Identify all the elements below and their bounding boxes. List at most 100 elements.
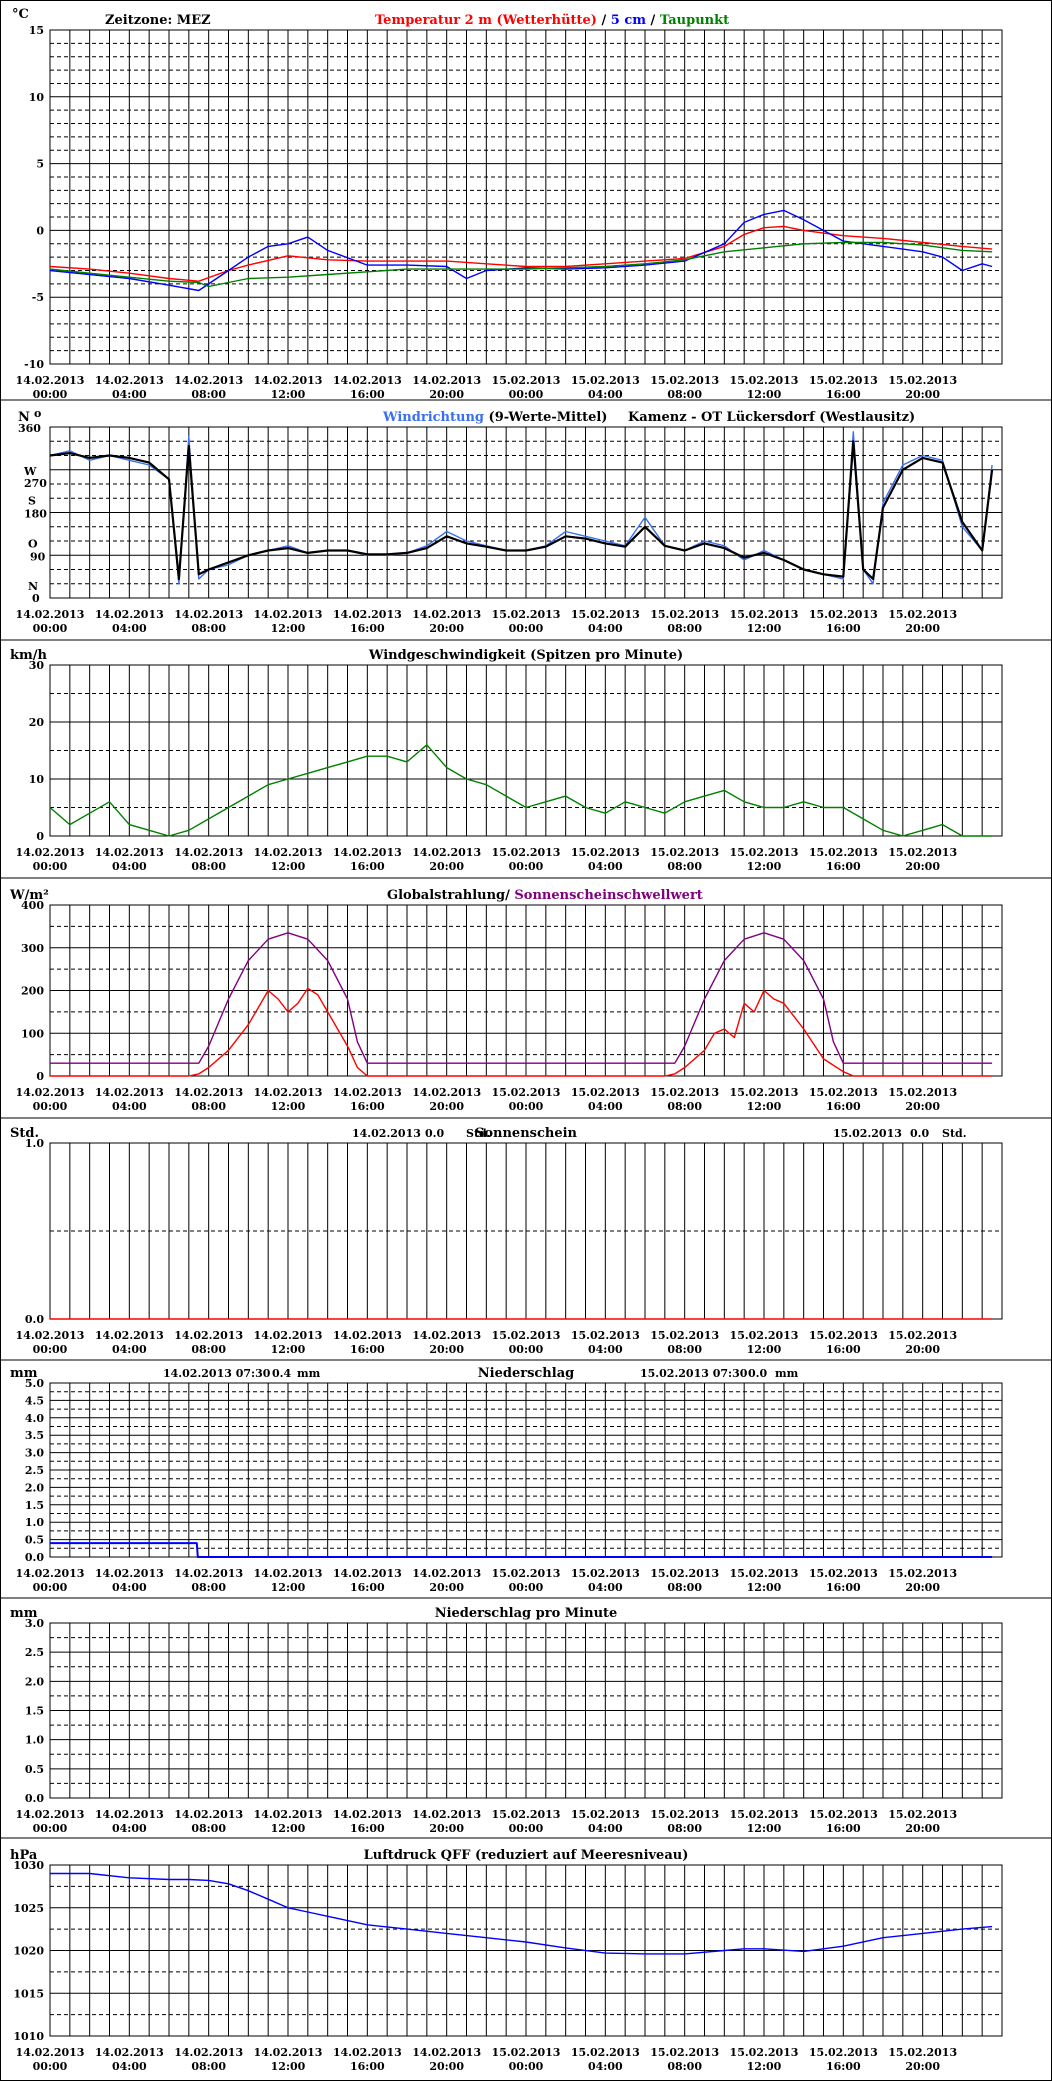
x-tick-time: 04:00 bbox=[588, 622, 623, 635]
y-tick-label: 30 bbox=[29, 659, 45, 672]
x-tick-time: 12:00 bbox=[271, 388, 306, 401]
y-tick-label: 0.0 bbox=[25, 1551, 44, 1564]
x-tick-time: 08:00 bbox=[191, 1100, 226, 1113]
x-tick-date: 14.02.2013 bbox=[254, 1808, 323, 1821]
x-tick-time: 08:00 bbox=[191, 2060, 226, 2073]
x-tick-time: 12:00 bbox=[747, 1822, 782, 1835]
summary-unit: mm bbox=[297, 1367, 321, 1380]
summary-value: 0.4 bbox=[272, 1367, 291, 1380]
x-tick-date: 14.02.2013 bbox=[95, 1567, 164, 1580]
x-tick-time: 00:00 bbox=[33, 622, 68, 635]
series-line-1 bbox=[50, 1872, 993, 1955]
plot-frame bbox=[49, 29, 1003, 365]
y-tick-label: 5.0 bbox=[25, 1377, 44, 1390]
x-tick-time: 16:00 bbox=[350, 388, 385, 401]
summary-value: 0.0 bbox=[748, 1367, 767, 1380]
summary-value: 0.0 bbox=[425, 1127, 444, 1140]
plot-frame bbox=[49, 1622, 1003, 1799]
x-tick-date: 15.02.2013 bbox=[571, 608, 640, 621]
x-tick-date: 14.02.2013 bbox=[333, 2046, 402, 2059]
x-tick-time: 04:00 bbox=[588, 388, 623, 401]
x-tick-date: 14.02.2013 bbox=[174, 1808, 243, 1821]
x-tick-time: 20:00 bbox=[429, 1581, 464, 1594]
y-tick-label: O bbox=[28, 537, 38, 550]
x-tick-date: 15.02.2013 bbox=[730, 1808, 799, 1821]
series-line-2 bbox=[49, 440, 994, 581]
x-tick-time: 04:00 bbox=[112, 388, 147, 401]
y-tick-label: 20 bbox=[29, 716, 45, 729]
chart-title: Windrichtung (9-Werte-Mittel) bbox=[382, 410, 607, 425]
y-tick-label: 400 bbox=[21, 899, 44, 912]
x-tick-date: 15.02.2013 bbox=[650, 2046, 719, 2059]
x-tick-time: 16:00 bbox=[826, 1343, 861, 1356]
series-line-1 bbox=[49, 431, 993, 585]
x-tick-time: 00:00 bbox=[33, 388, 68, 401]
x-tick-time: 16:00 bbox=[826, 622, 861, 635]
x-tick-time: 20:00 bbox=[905, 1343, 940, 1356]
x-tick-time: 16:00 bbox=[350, 622, 385, 635]
x-tick-time: 12:00 bbox=[747, 1100, 782, 1113]
x-tick-time: 00:00 bbox=[33, 2060, 68, 2073]
x-tick-date: 15.02.2013 bbox=[730, 2046, 799, 2059]
x-tick-date: 14.02.2013 bbox=[412, 1329, 481, 1342]
x-tick-time: 04:00 bbox=[112, 2060, 147, 2073]
y-tick-label: N bbox=[28, 580, 38, 593]
x-tick-time: 12:00 bbox=[271, 1343, 306, 1356]
x-tick-date: 15.02.2013 bbox=[809, 1329, 878, 1342]
y-tick-label: 0 bbox=[36, 830, 44, 843]
x-tick-time: 04:00 bbox=[588, 1822, 623, 1835]
y-tick-label: 3.5 bbox=[25, 1429, 44, 1442]
chart-title-part: / bbox=[646, 13, 660, 28]
summary-unit: Std. bbox=[466, 1127, 491, 1140]
x-tick-time: 08:00 bbox=[667, 622, 702, 635]
x-tick-time: 04:00 bbox=[112, 860, 147, 873]
x-tick-date: 14.02.2013 bbox=[174, 1086, 243, 1099]
y-tick-label: 180 bbox=[24, 508, 47, 521]
chart-title: Niederschlag bbox=[478, 1366, 574, 1381]
x-tick-date: 14.02.2013 bbox=[174, 2046, 243, 2059]
x-tick-date: 15.02.2013 bbox=[730, 1086, 799, 1099]
y-tick-label: 270 bbox=[24, 477, 47, 490]
y-tick-label: S bbox=[28, 495, 36, 508]
y-tick-label: -10 bbox=[24, 358, 44, 371]
station-label: Kamenz - OT Lückersdorf (Westlausitz) bbox=[628, 410, 915, 425]
x-tick-date: 15.02.2013 bbox=[809, 1086, 878, 1099]
x-tick-time: 00:00 bbox=[509, 1822, 544, 1835]
summary-unit: mm bbox=[775, 1367, 799, 1380]
x-tick-date: 15.02.2013 bbox=[888, 846, 957, 859]
y-tick-label: 3.0 bbox=[25, 1447, 44, 1460]
y-tick-label: 200 bbox=[21, 985, 44, 998]
x-tick-date: 15.02.2013 bbox=[888, 1567, 957, 1580]
x-tick-time: 16:00 bbox=[350, 1100, 385, 1113]
x-tick-date: 14.02.2013 bbox=[16, 1086, 85, 1099]
x-tick-time: 04:00 bbox=[112, 1581, 147, 1594]
x-tick-date: 15.02.2013 bbox=[730, 1329, 799, 1342]
chart-title: Sonnenschein bbox=[475, 1126, 578, 1141]
unit-label: W/m² bbox=[9, 888, 49, 903]
summary-date: 14.02.2013 bbox=[352, 1127, 421, 1140]
unit-label: km/h bbox=[10, 648, 48, 663]
plot-frame bbox=[49, 664, 1003, 837]
y-tick-label: 2.0 bbox=[25, 1675, 44, 1688]
x-tick-time: 04:00 bbox=[112, 1822, 147, 1835]
chart-panel-7: 0.0 0.5 1.0 1.5 2.0 2.5 3.0mm Niederschlag pro … bbox=[10, 1606, 1003, 1835]
summary-unit: Std. bbox=[942, 1127, 967, 1140]
y-tick-label: 300 bbox=[21, 942, 44, 955]
x-tick-time: 12:00 bbox=[747, 622, 782, 635]
x-tick-time: 12:00 bbox=[271, 860, 306, 873]
x-tick-time: 20:00 bbox=[905, 1100, 940, 1113]
x-tick-date: 15.02.2013 bbox=[650, 374, 719, 387]
x-tick-date: 14.02.2013 bbox=[16, 846, 85, 859]
x-tick-time: 16:00 bbox=[350, 1343, 385, 1356]
x-tick-date: 14.02.2013 bbox=[412, 374, 481, 387]
y-tick-label: 0.0 bbox=[25, 1313, 44, 1326]
x-tick-date: 15.02.2013 bbox=[571, 2046, 640, 2059]
x-tick-time: 00:00 bbox=[509, 388, 544, 401]
chart-title-part: 5 cm bbox=[611, 13, 646, 28]
x-tick-time: 04:00 bbox=[588, 1343, 623, 1356]
x-tick-time: 16:00 bbox=[826, 860, 861, 873]
x-tick-time: 08:00 bbox=[667, 1343, 702, 1356]
x-tick-time: 08:00 bbox=[667, 1100, 702, 1113]
chart-title: Globalstrahlung/ Sonnenscheinschwellwert bbox=[387, 888, 703, 903]
